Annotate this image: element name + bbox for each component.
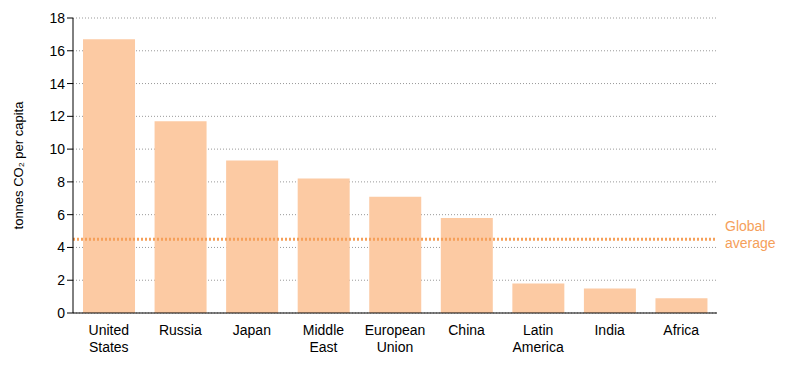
svg-text:14: 14 [49, 76, 65, 92]
svg-text:2: 2 [57, 272, 65, 288]
svg-text:10: 10 [49, 141, 65, 157]
svg-text:Africa: Africa [663, 322, 699, 338]
svg-text:MiddleEast: MiddleEast [303, 322, 344, 355]
svg-text:EuropeanUnion: EuropeanUnion [365, 322, 426, 355]
svg-text:tonnes CO₂ per capita: tonnes CO₂ per capita [11, 101, 26, 230]
svg-text:0: 0 [57, 305, 65, 321]
svg-text:Japan: Japan [233, 322, 271, 338]
svg-text:India: India [594, 322, 625, 338]
svg-text:Globalaverage: Globalaverage [725, 218, 776, 251]
svg-text:4: 4 [57, 239, 65, 255]
svg-text:Russia: Russia [159, 322, 202, 338]
svg-text:6: 6 [57, 207, 65, 223]
svg-text:12: 12 [49, 108, 65, 124]
svg-text:UnitedStates: UnitedStates [89, 322, 129, 355]
svg-text:8: 8 [57, 174, 65, 190]
svg-text:16: 16 [49, 43, 65, 59]
svg-text:18: 18 [49, 10, 65, 26]
svg-text:China: China [448, 322, 485, 338]
svg-text:LatinAmerica: LatinAmerica [512, 322, 564, 355]
